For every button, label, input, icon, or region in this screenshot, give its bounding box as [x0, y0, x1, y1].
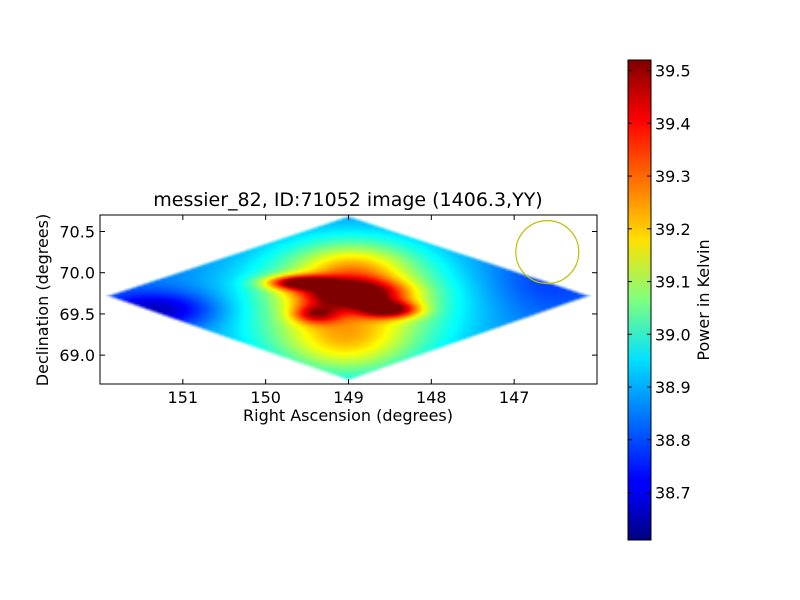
- colorbar-tick-label: 38.7: [655, 484, 691, 503]
- x-axis-label: Right Ascension (degrees): [243, 406, 453, 425]
- y-tick-label: 70.0: [59, 264, 95, 283]
- colorbar-tick-label: 39.2: [655, 220, 691, 239]
- heatmap-image: [100, 215, 597, 384]
- colorbar-tick-label: 38.9: [655, 378, 691, 397]
- y-tick-label: 70.5: [59, 222, 95, 241]
- colorbar-tick-label: 39.3: [655, 167, 691, 186]
- colorbar: [627, 59, 652, 541]
- beam-marker: [515, 220, 580, 285]
- x-tick-label: 151: [168, 388, 199, 407]
- colorbar-label: Power in Kelvin: [694, 239, 713, 360]
- chart-title: messier_82, ID:71052 image (1406.3,YY): [153, 189, 542, 211]
- y-tick-label: 69.5: [59, 305, 95, 324]
- colorbar-tick-label: 39.1: [655, 273, 691, 292]
- x-tick-label: 147: [499, 388, 530, 407]
- colorbar-ticks: 38.7 38.8 38.9 39.0 39.1 39.2 39.3 39.4 39.5: [628, 62, 691, 503]
- x-tick-label: 150: [250, 388, 281, 407]
- colorbar-tick-label: 39.4: [655, 114, 691, 133]
- y-tick-label: 69.0: [59, 346, 95, 365]
- x-tick-label: 149: [333, 388, 364, 407]
- x-tick-label: 148: [416, 388, 447, 407]
- y-axis-label: Declination (degrees): [33, 214, 52, 386]
- colorbar-tick-label: 38.8: [655, 431, 691, 450]
- colorbar-tick-label: 39.0: [655, 325, 691, 344]
- y-axis-ticks: 69.0 69.5 70.0 70.5: [59, 222, 597, 365]
- x-axis-ticks: 151 150 149 148 147: [168, 215, 530, 407]
- colorbar-tick-label: 39.5: [655, 62, 691, 81]
